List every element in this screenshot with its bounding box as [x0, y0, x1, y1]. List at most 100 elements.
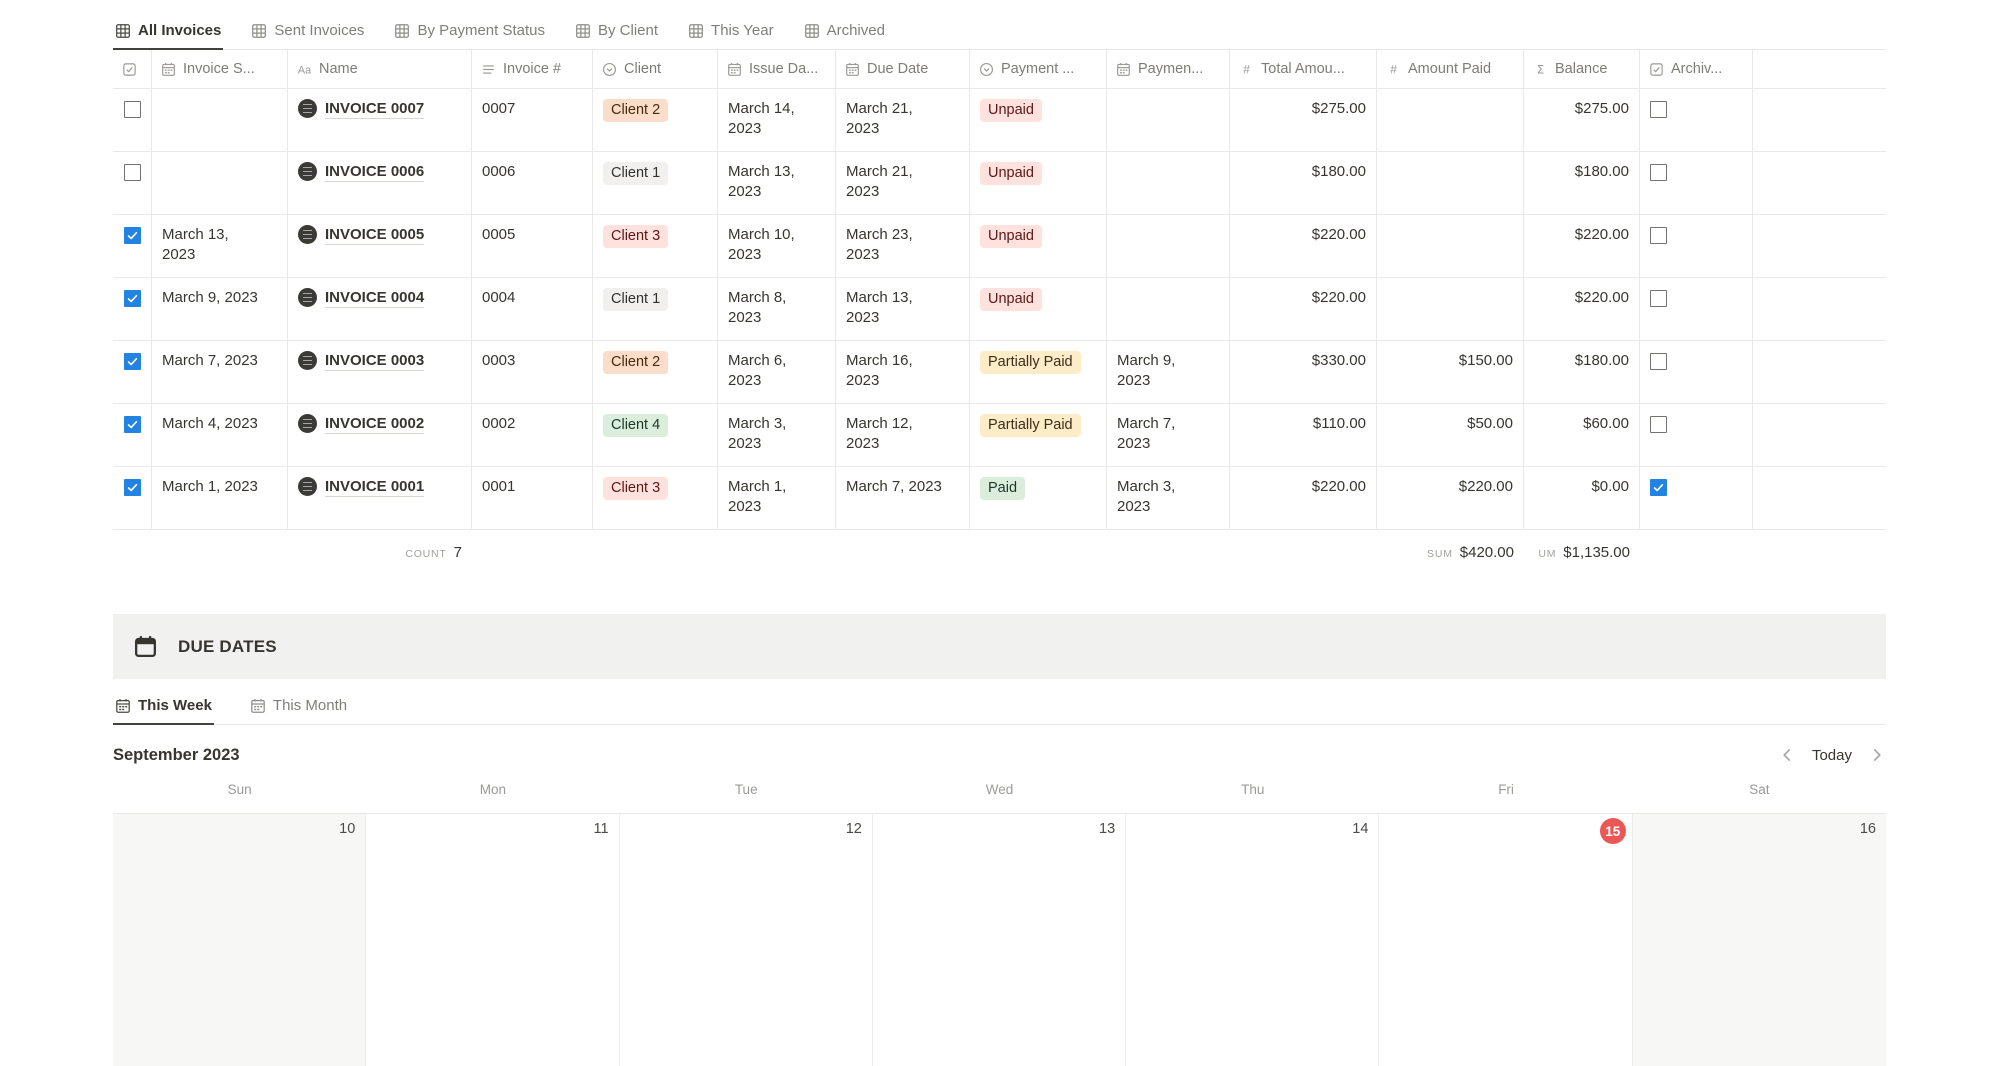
cell-issue_date[interactable]: March 10, 2023 — [718, 215, 836, 277]
cell-due_date[interactable]: March 13, 2023 — [836, 278, 970, 340]
cell-invoice_num[interactable]: 0002 — [472, 404, 593, 466]
count-aggregate[interactable]: COUNT 7 — [288, 544, 472, 561]
column-header-payment_date[interactable]: Paymen... — [1107, 50, 1230, 88]
cell-invoice_num[interactable]: 0007 — [472, 89, 593, 151]
invoice-page-link[interactable]: INVOICE 0002 — [325, 415, 425, 434]
archived-checkbox[interactable] — [1650, 353, 1667, 370]
client-tag[interactable]: Client 1 — [603, 288, 669, 311]
cell-balance[interactable]: $0.00 — [1524, 467, 1640, 529]
invoice-page-link[interactable]: INVOICE 0005 — [325, 226, 425, 245]
archived-checkbox[interactable] — [1650, 164, 1667, 181]
client-tag[interactable]: Client 4 — [603, 414, 669, 437]
calendar-day-cell-15[interactable]: 15 — [1379, 814, 1633, 1066]
cell-total[interactable]: $220.00 — [1230, 467, 1377, 529]
view-tab-all-invoices[interactable]: All Invoices — [113, 22, 224, 50]
cell-due_date[interactable]: March 21, 2023 — [836, 152, 970, 214]
calendar-day-cell-10[interactable]: 10 — [113, 814, 367, 1066]
cell-balance[interactable]: $220.00 — [1524, 278, 1640, 340]
balance-sum-aggregate[interactable]: UM $1,135.00 — [1524, 544, 1640, 561]
column-header-due_date[interactable]: Due Date — [836, 50, 970, 88]
archived-checkbox[interactable] — [1650, 290, 1667, 307]
cell-due_date[interactable]: March 23, 2023 — [836, 215, 970, 277]
cell-invoice_num[interactable]: 0005 — [472, 215, 593, 277]
cell-amount_paid[interactable]: $150.00 — [1377, 341, 1524, 403]
column-header-name[interactable]: Aa Name — [288, 50, 472, 88]
cell-total[interactable]: $220.00 — [1230, 215, 1377, 277]
view-tab-by-client[interactable]: By Client — [573, 22, 660, 50]
calendar-day-cell-11[interactable]: 11 — [366, 814, 620, 1066]
invoice-page-link[interactable]: INVOICE 0001 — [325, 478, 425, 497]
column-header-client[interactable]: Client — [593, 50, 718, 88]
archived-checkbox[interactable] — [1650, 101, 1667, 118]
due-tab-this-week[interactable]: This Week — [113, 697, 214, 725]
status-tag[interactable]: Unpaid — [980, 225, 1042, 248]
cell-payment_date[interactable] — [1107, 89, 1230, 151]
status-tag[interactable]: Partially Paid — [980, 351, 1081, 374]
cell-balance[interactable]: $60.00 — [1524, 404, 1640, 466]
status-tag[interactable]: Unpaid — [980, 288, 1042, 311]
cell-total[interactable]: $180.00 — [1230, 152, 1377, 214]
cell-total[interactable]: $110.00 — [1230, 404, 1377, 466]
cell-amount_paid[interactable] — [1377, 278, 1524, 340]
today-button[interactable]: Today — [1811, 746, 1852, 764]
row-select-checkbox[interactable] — [123, 101, 141, 118]
cell-total[interactable]: $330.00 — [1230, 341, 1377, 403]
row-select-checkbox[interactable] — [123, 416, 141, 433]
cell-balance[interactable]: $180.00 — [1524, 341, 1640, 403]
cell-balance[interactable]: $180.00 — [1524, 152, 1640, 214]
cell-invoice_sent[interactable]: March 7, 2023 — [152, 341, 288, 403]
invoice-page-link[interactable]: INVOICE 0003 — [325, 352, 425, 371]
cell-balance[interactable]: $275.00 — [1524, 89, 1640, 151]
cell-issue_date[interactable]: March 8, 2023 — [718, 278, 836, 340]
view-tab-archived[interactable]: Archived — [802, 22, 887, 50]
column-header-select[interactable] — [113, 50, 152, 88]
column-header-archived[interactable]: Archiv... — [1640, 50, 1753, 88]
row-select-checkbox[interactable] — [123, 290, 141, 307]
cell-amount_paid[interactable] — [1377, 215, 1524, 277]
due-tab-this-month[interactable]: This Month — [248, 697, 349, 725]
status-tag[interactable]: Partially Paid — [980, 414, 1081, 437]
cell-invoice_sent[interactable]: March 9, 2023 — [152, 278, 288, 340]
cell-payment_date[interactable] — [1107, 152, 1230, 214]
cell-invoice_sent[interactable] — [152, 89, 288, 151]
cell-amount_paid[interactable]: $50.00 — [1377, 404, 1524, 466]
cell-issue_date[interactable]: March 6, 2023 — [718, 341, 836, 403]
column-header-invoice_sent[interactable]: Invoice S... — [152, 50, 288, 88]
status-tag[interactable]: Unpaid — [980, 99, 1042, 122]
client-tag[interactable]: Client 2 — [603, 99, 669, 122]
column-header-balance[interactable]: Σ Balance — [1524, 50, 1640, 88]
cell-issue_date[interactable]: March 3, 2023 — [718, 404, 836, 466]
cell-due_date[interactable]: March 7, 2023 — [836, 467, 970, 529]
cell-invoice_sent[interactable]: March 13, 2023 — [152, 215, 288, 277]
cell-invoice_num[interactable]: 0004 — [472, 278, 593, 340]
row-select-checkbox[interactable] — [123, 353, 141, 370]
column-header-issue_date[interactable]: Issue Da... — [718, 50, 836, 88]
cell-due_date[interactable]: March 21, 2023 — [836, 89, 970, 151]
chevron-right-icon[interactable] — [1868, 746, 1886, 764]
column-header-spacer[interactable] — [1753, 50, 1886, 88]
cell-invoice_sent[interactable] — [152, 152, 288, 214]
cell-total[interactable]: $220.00 — [1230, 278, 1377, 340]
calendar-day-cell-16[interactable]: 16 — [1632, 814, 1886, 1066]
calendar-day-cell-13[interactable]: 13 — [873, 814, 1127, 1066]
invoice-page-link[interactable]: INVOICE 0006 — [325, 163, 425, 182]
row-select-checkbox[interactable] — [123, 164, 141, 181]
cell-payment_date[interactable]: March 7, 2023 — [1107, 404, 1230, 466]
view-tab-by-payment-status[interactable]: By Payment Status — [392, 22, 547, 50]
cell-invoice_num[interactable]: 0003 — [472, 341, 593, 403]
cell-amount_paid[interactable] — [1377, 89, 1524, 151]
invoice-page-link[interactable]: INVOICE 0004 — [325, 289, 425, 308]
calendar-day-cell-14[interactable]: 14 — [1126, 814, 1380, 1066]
cell-payment_date[interactable] — [1107, 215, 1230, 277]
status-tag[interactable]: Unpaid — [980, 162, 1042, 185]
view-tab-sent-invoices[interactable]: Sent Invoices — [249, 22, 366, 50]
column-header-total[interactable]: # Total Amou... — [1230, 50, 1377, 88]
cell-invoice_num[interactable]: 0001 — [472, 467, 593, 529]
invoice-page-link[interactable]: INVOICE 0007 — [325, 100, 425, 119]
cell-total[interactable]: $275.00 — [1230, 89, 1377, 151]
client-tag[interactable]: Client 1 — [603, 162, 669, 185]
cell-amount_paid[interactable] — [1377, 152, 1524, 214]
amount-paid-sum-aggregate[interactable]: SUM $420.00 — [1377, 544, 1524, 561]
cell-invoice_sent[interactable]: March 1, 2023 — [152, 467, 288, 529]
chevron-left-icon[interactable] — [1778, 746, 1796, 764]
